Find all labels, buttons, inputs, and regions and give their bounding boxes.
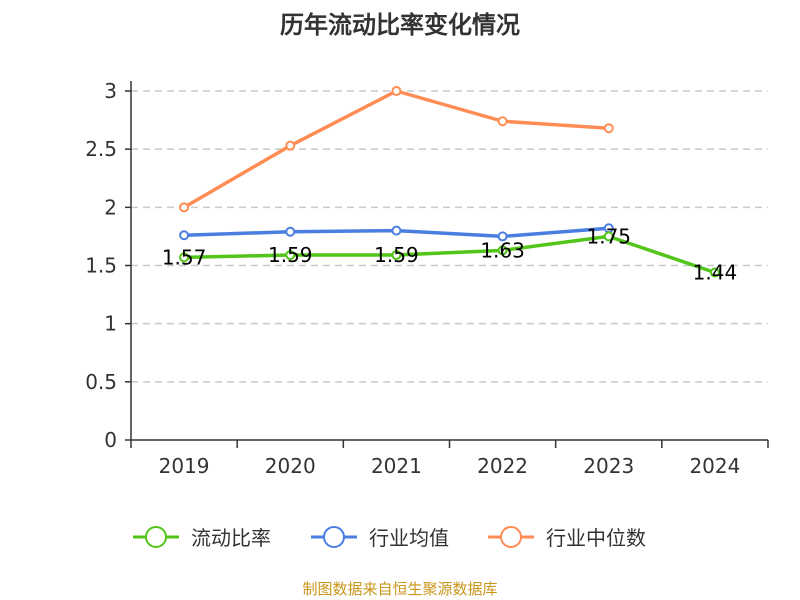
data-point: [709, 267, 720, 278]
data-point: [603, 231, 614, 242]
legend-label: 流动比率: [191, 526, 271, 550]
y-tick-label: 3: [104, 79, 117, 103]
data-label: 1.63: [480, 238, 525, 262]
series-line-0: [184, 234, 716, 275]
x-tick-label: 2020: [265, 454, 316, 478]
y-tick-label: 1.5: [85, 254, 117, 278]
data-point: [179, 230, 190, 241]
data-point: [497, 245, 508, 256]
legend-label: 行业均值: [369, 526, 449, 550]
data-point: [391, 225, 402, 236]
data-label: 1.75: [586, 224, 631, 248]
data-point: [603, 123, 614, 134]
data-label: 1.59: [374, 243, 419, 267]
data-label: 1.44: [693, 260, 738, 284]
data-point: [285, 140, 296, 151]
data-label: 1.57: [162, 245, 207, 269]
y-tick-label: 0.5: [85, 370, 117, 394]
y-tick-label: 0: [104, 428, 117, 452]
source-note: 制图数据来自恒生聚源数据库: [302, 580, 497, 598]
data-point: [179, 202, 190, 213]
y-tick-label: 2.5: [85, 137, 117, 161]
data-label: 1.59: [268, 243, 313, 267]
x-tick-label: 2023: [583, 454, 634, 478]
legend-marker: [500, 526, 522, 548]
x-tick-label: 2021: [371, 454, 422, 478]
data-point: [285, 250, 296, 261]
chart-title: 历年流动比率变化情况: [280, 11, 520, 39]
legend-marker: [323, 526, 345, 548]
data-point: [497, 231, 508, 242]
y-tick-label: 2: [104, 195, 117, 219]
y-tick-label: 1: [104, 312, 117, 336]
data-point: [497, 116, 508, 127]
x-tick-label: 2022: [477, 454, 528, 478]
data-point: [285, 226, 296, 237]
data-point: [391, 250, 402, 261]
x-tick-label: 2024: [689, 454, 740, 478]
legend-marker: [145, 526, 167, 548]
data-point: [391, 86, 402, 96]
data-point: [179, 252, 190, 263]
legend-label: 行业中位数: [546, 526, 646, 550]
x-tick-label: 2019: [159, 454, 210, 478]
